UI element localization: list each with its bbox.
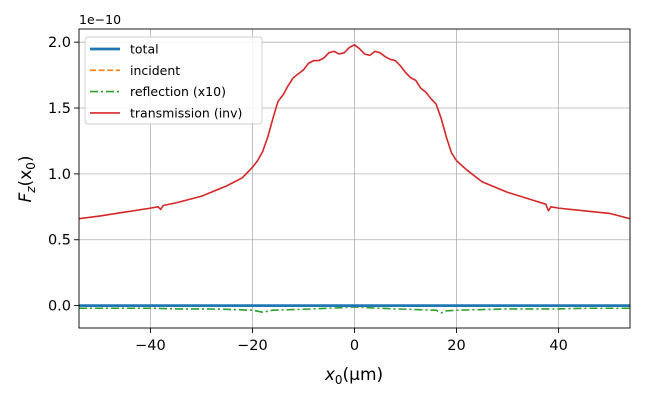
x-tick-label: 20 xyxy=(447,338,465,354)
x-axis-label-sub: 0 xyxy=(335,373,343,387)
x-tick-label: −40 xyxy=(135,338,166,354)
x-axis-label-var: x xyxy=(324,365,336,385)
x-axis-label-unit: (μm) xyxy=(343,365,384,385)
x-tick-label: 0 xyxy=(350,338,359,354)
legend: total incident reflection (x10) transmissio… xyxy=(84,36,263,125)
y-axis-label-arg-sub: 0 xyxy=(24,162,38,170)
x-axis-ticks: −40 −20 0 20 40 xyxy=(135,328,568,354)
legend-box xyxy=(84,36,263,125)
legend-label: incident xyxy=(130,63,180,78)
y-tick-label: 0.5 xyxy=(48,233,71,249)
y-axis-label-sub: z xyxy=(24,186,38,194)
y-tick-label: 0.0 xyxy=(48,299,71,315)
y-axis-label-close: ) xyxy=(16,155,36,162)
y-axis-label-var: F xyxy=(16,193,36,203)
series-line-reflection-x10 xyxy=(79,306,630,314)
legend-label: reflection (x10) xyxy=(130,84,226,99)
x-axis-label: x0(μm) xyxy=(324,365,383,387)
legend-label: transmission (inv) xyxy=(130,105,242,120)
y-offset-text: 1e−10 xyxy=(79,12,121,27)
y-tick-label: 1.5 xyxy=(48,101,71,117)
x-tick-label: −20 xyxy=(237,338,268,354)
y-axis-label-arg: (x xyxy=(16,170,36,187)
series-lines xyxy=(79,44,630,314)
y-axis-label: Fz(x0) xyxy=(16,155,38,202)
legend-label: total xyxy=(130,42,159,57)
x-tick-label: 40 xyxy=(549,338,567,354)
series-line-transmission-inv xyxy=(79,44,630,220)
y-tick-label: 1.0 xyxy=(48,167,71,183)
y-axis-ticks: 0.0 0.5 1.0 1.5 2.0 xyxy=(48,35,79,315)
y-tick-label: 2.0 xyxy=(48,35,71,51)
